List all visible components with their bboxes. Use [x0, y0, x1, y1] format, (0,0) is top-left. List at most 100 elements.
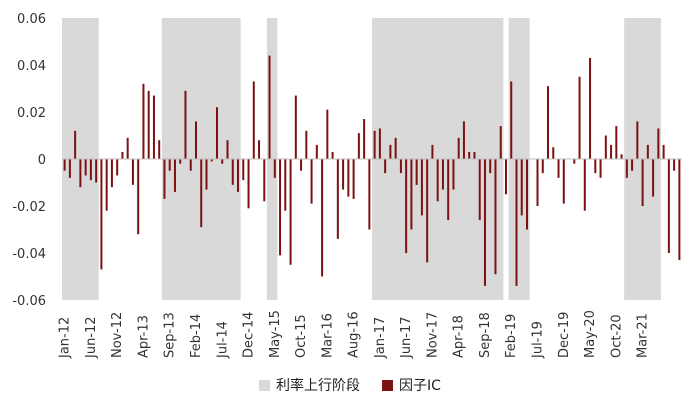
- x-tick-label: Jun-12: [84, 316, 99, 359]
- legend-label-shaded: 利率上行阶段: [276, 375, 360, 395]
- bar-85: [510, 81, 512, 159]
- bar-6: [95, 159, 97, 183]
- bar-60: [379, 128, 381, 159]
- y-tick-label: -0.04: [12, 247, 46, 262]
- x-tick-label: Sep-13: [163, 312, 178, 358]
- bar-53: [342, 159, 344, 190]
- bar-63: [395, 138, 397, 159]
- legend-swatch-ic: [382, 380, 393, 391]
- bar-13: [132, 159, 134, 185]
- bar-106: [621, 154, 623, 159]
- bar-102: [600, 159, 602, 178]
- bar-12: [127, 138, 129, 159]
- bar-95: [563, 159, 565, 204]
- bar-84: [505, 159, 507, 194]
- bar-92: [547, 86, 549, 159]
- bar-69: [426, 159, 428, 262]
- bar-54: [347, 159, 349, 197]
- bar-61: [384, 159, 386, 173]
- bar-3: [79, 159, 81, 187]
- bar-104: [610, 145, 612, 159]
- x-tick-label: May-20: [583, 310, 598, 358]
- bar-86: [515, 159, 517, 286]
- x-tick-label: Aug-16: [347, 311, 362, 358]
- bar-107: [626, 159, 628, 178]
- x-tick-label: Jan-17: [373, 317, 388, 359]
- bar-47: [311, 159, 313, 204]
- bar-11: [121, 152, 123, 159]
- bar-33: [237, 159, 239, 192]
- bar-80: [484, 159, 486, 286]
- bar-117: [678, 159, 680, 260]
- bar-88: [526, 159, 528, 230]
- bar-2: [74, 131, 76, 159]
- bar-19: [163, 159, 165, 199]
- bar-32: [232, 159, 234, 185]
- bar-31: [227, 140, 229, 159]
- bar-21: [174, 159, 176, 192]
- x-tick-label: Mar-21: [636, 313, 651, 358]
- bar-9: [111, 159, 113, 187]
- bar-14: [137, 159, 139, 234]
- bar-76: [463, 121, 465, 159]
- y-tick-label: 0.04: [17, 59, 46, 74]
- bar-15: [142, 84, 144, 159]
- bar-51: [332, 152, 334, 159]
- bar-38: [263, 159, 265, 201]
- x-tick-label: Sep-18: [478, 312, 493, 358]
- bar-55: [353, 159, 355, 199]
- legend: 利率上行阶段 因子IC: [0, 372, 700, 398]
- bar-74: [452, 159, 454, 190]
- legend-item-shaded: 利率上行阶段: [259, 375, 360, 395]
- bar-67: [416, 159, 418, 185]
- bar-98: [579, 77, 581, 159]
- y-tick-label: 0.02: [17, 106, 46, 121]
- bar-111: [647, 145, 649, 159]
- bar-58: [368, 159, 370, 230]
- bar-26: [200, 159, 202, 227]
- legend-swatch-shaded: [259, 380, 270, 391]
- bar-79: [479, 159, 481, 220]
- bar-37: [258, 140, 260, 159]
- bar-10: [116, 159, 118, 175]
- bar-18: [158, 140, 160, 159]
- x-tick-label: Jul-19: [531, 321, 546, 359]
- bar-83: [500, 126, 502, 159]
- bar-4: [85, 159, 87, 175]
- bar-116: [673, 159, 675, 171]
- y-tick-label: 0: [38, 153, 46, 168]
- x-tick-label: Nov-12: [110, 312, 125, 358]
- x-tick-label: Apr-18: [452, 315, 467, 358]
- bar-82: [494, 159, 496, 274]
- bar-105: [615, 126, 617, 159]
- bar-99: [584, 159, 586, 211]
- bar-25: [195, 121, 197, 159]
- bar-41: [279, 159, 281, 255]
- bar-65: [405, 159, 407, 253]
- bar-64: [400, 159, 402, 173]
- y-tick-label: -0.02: [12, 200, 46, 215]
- x-tick-label: Oct-20: [609, 314, 624, 358]
- bar-20: [169, 159, 171, 171]
- x-tick-label: Feb-14: [189, 314, 204, 358]
- bar-71: [437, 159, 439, 201]
- bar-44: [295, 96, 297, 159]
- bar-0: [64, 159, 66, 171]
- bar-87: [521, 159, 523, 215]
- legend-label-ic: 因子IC: [399, 375, 441, 395]
- bar-103: [605, 136, 607, 160]
- x-tick-label: Nov-17: [425, 312, 440, 358]
- bar-72: [442, 159, 444, 190]
- y-tick-label: 0.06: [17, 12, 46, 27]
- bar-109: [636, 121, 638, 159]
- bar-62: [389, 145, 391, 159]
- bar-68: [421, 159, 423, 215]
- bar-42: [284, 159, 286, 211]
- bar-36: [253, 81, 255, 159]
- bar-81: [489, 159, 491, 173]
- bar-34: [242, 159, 244, 180]
- bar-29: [216, 107, 218, 159]
- bar-43: [290, 159, 292, 265]
- bar-49: [321, 159, 323, 277]
